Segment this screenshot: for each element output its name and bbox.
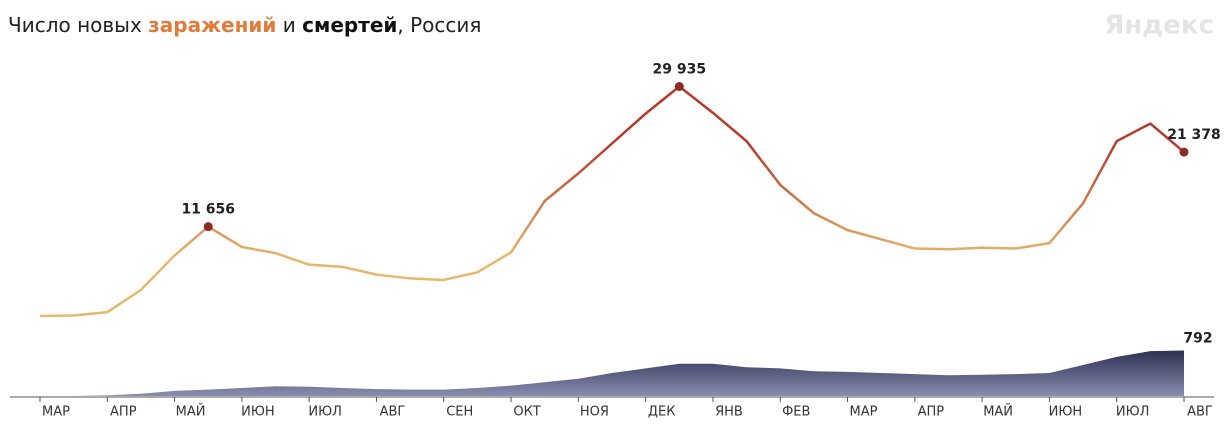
x-tick-label: АПР: [110, 405, 137, 420]
x-tick-label: ИЮЛ: [1116, 405, 1150, 420]
deaths-area: [40, 350, 1184, 396]
chart-title: Число новых заражений и смертей, Россия: [8, 13, 481, 37]
x-tick-label: ИЮН: [241, 405, 275, 420]
brand-logo: Яндекс: [1104, 11, 1214, 41]
title-infections: заражений: [148, 13, 276, 37]
x-tick-label: ИЮЛ: [308, 405, 342, 420]
x-tick-label: СЕН: [446, 405, 473, 420]
x-tick-label: АВГ: [1187, 405, 1213, 420]
x-tick-label: МАР: [850, 405, 878, 420]
x-tick-label: АПР: [918, 405, 945, 420]
data-label: 792: [1183, 330, 1212, 346]
point-marker: [203, 222, 213, 232]
point-marker: [1179, 147, 1189, 157]
x-tick-label: АВГ: [380, 405, 406, 420]
data-label: 11 656: [181, 202, 235, 218]
x-tick-label: ИЮН: [1049, 405, 1083, 420]
x-tick-label: ЯНВ: [715, 405, 743, 420]
infections-line: [39, 85, 1185, 318]
x-tick-label: МАЙ: [983, 404, 1013, 420]
x-tick-label: ОКТ: [513, 405, 540, 420]
x-tick-label: МАЙ: [176, 404, 206, 420]
title-part: Число новых: [8, 13, 142, 37]
point-marker: [674, 81, 684, 91]
data-label: 21 378: [1167, 127, 1221, 143]
x-tick-label: ФЕВ: [782, 405, 810, 420]
title-deaths: смертей: [302, 13, 397, 37]
data-label: 29 935: [652, 61, 706, 77]
title-part: , Россия: [397, 13, 481, 37]
x-tick-label: НОЯ: [580, 405, 609, 420]
x-tick-label: ДЕК: [648, 405, 676, 420]
title-part: и: [283, 13, 296, 37]
x-tick-label: МАР: [42, 405, 70, 420]
